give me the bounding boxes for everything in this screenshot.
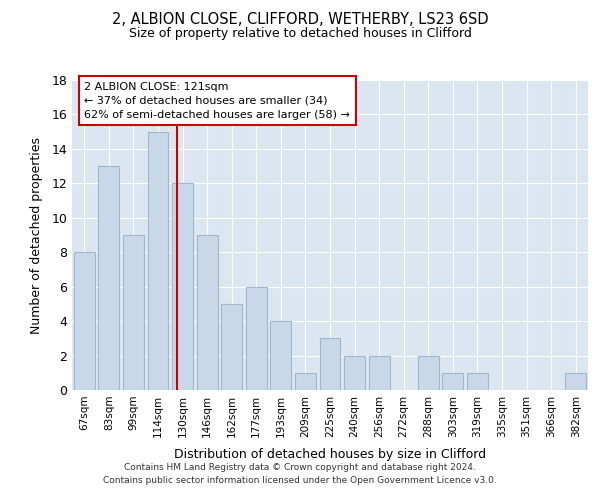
Bar	[320, 338, 340, 390]
Bar	[123, 235, 144, 390]
Bar	[418, 356, 439, 390]
Text: 2, ALBION CLOSE, CLIFFORD, WETHERBY, LS23 6SD: 2, ALBION CLOSE, CLIFFORD, WETHERBY, LS2…	[112, 12, 488, 28]
Text: Contains public sector information licensed under the Open Government Licence v3: Contains public sector information licen…	[103, 476, 497, 485]
Bar	[148, 132, 169, 390]
X-axis label: Distribution of detached houses by size in Clifford: Distribution of detached houses by size …	[174, 448, 486, 461]
Bar	[172, 184, 193, 390]
Bar	[565, 373, 586, 390]
Text: 2 ALBION CLOSE: 121sqm
← 37% of detached houses are smaller (34)
62% of semi-det: 2 ALBION CLOSE: 121sqm ← 37% of detached…	[84, 82, 350, 120]
Bar	[442, 373, 463, 390]
Bar	[295, 373, 316, 390]
Bar	[467, 373, 488, 390]
Bar	[98, 166, 119, 390]
Bar	[74, 252, 95, 390]
Bar	[197, 235, 218, 390]
Bar	[368, 356, 389, 390]
Bar	[344, 356, 365, 390]
Bar	[271, 321, 292, 390]
Bar	[221, 304, 242, 390]
Y-axis label: Number of detached properties: Number of detached properties	[30, 136, 43, 334]
Text: Contains HM Land Registry data © Crown copyright and database right 2024.: Contains HM Land Registry data © Crown c…	[124, 464, 476, 472]
Text: Size of property relative to detached houses in Clifford: Size of property relative to detached ho…	[128, 28, 472, 40]
Bar	[246, 286, 267, 390]
